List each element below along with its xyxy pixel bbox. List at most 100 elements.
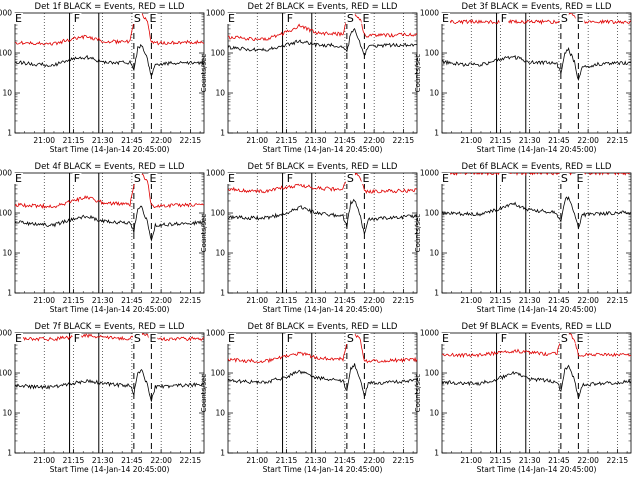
x-tick-label: 22:00 bbox=[363, 136, 385, 145]
panel-det-1f: Det 1f BLACK = Events, RED = LLD 1 10 100 10… bbox=[0, 2, 205, 154]
x-tick-label: 21:15 bbox=[490, 136, 512, 145]
y-tick-label: 1 bbox=[7, 289, 12, 298]
y-tick-label: 1 bbox=[434, 289, 439, 298]
y-tick-label: 100 bbox=[0, 209, 12, 218]
x-tick-label: 22:00 bbox=[577, 296, 599, 305]
x-tick-label: 21:30 bbox=[92, 296, 114, 305]
marker-e-bg bbox=[361, 333, 371, 344]
y-tick-label: 1 bbox=[220, 289, 225, 298]
marker-e-bg bbox=[441, 173, 450, 184]
plot-frame bbox=[441, 332, 632, 454]
x-axis-label: Start Time (14-Jan-14 20:45:00) bbox=[50, 145, 170, 154]
panel-det-7f: Det 7f BLACK = Events, RED = LLD 1 10 100 10… bbox=[0, 322, 205, 474]
x-axis-label: Start Time (14-Jan-14 20:45:00) bbox=[263, 305, 383, 314]
marker-e-bg bbox=[14, 173, 23, 184]
marker-f: F bbox=[287, 12, 293, 25]
plot-frame bbox=[14, 332, 205, 454]
marker-s: S bbox=[134, 172, 141, 185]
y-tick-label: 1000 bbox=[420, 329, 439, 338]
y-tick-label: 1 bbox=[434, 129, 439, 138]
marker-s: S bbox=[561, 332, 568, 345]
x-tick-label: 21:15 bbox=[63, 456, 85, 465]
x-tick-label: 21:00 bbox=[246, 296, 268, 305]
series-lld-line bbox=[442, 13, 631, 25]
panel-title: Det 7f BLACK = Events, RED = LLD bbox=[35, 322, 185, 332]
y-tick-label: 1 bbox=[7, 449, 12, 458]
y-tick-label: 1000 bbox=[206, 329, 225, 338]
y-tick-label: 100 bbox=[211, 209, 226, 218]
y-axis-label: Counts/sec bbox=[414, 374, 422, 413]
marker-e: E bbox=[576, 12, 583, 25]
x-tick-label: 21:15 bbox=[276, 456, 298, 465]
marker-s: S bbox=[134, 332, 141, 345]
series-lld-line bbox=[15, 333, 204, 342]
series-lld-line bbox=[442, 333, 631, 359]
x-axis-label: Start Time (14-Jan-14 20:45:00) bbox=[263, 145, 383, 154]
marker-f-bg bbox=[285, 333, 295, 344]
panel-title: Det 3f BLACK = Events, RED = LLD bbox=[462, 2, 612, 12]
marker-s-bg bbox=[345, 333, 355, 344]
marker-e-bg bbox=[575, 173, 585, 184]
marker-e-bg bbox=[14, 13, 23, 24]
series-events-line bbox=[228, 363, 417, 398]
x-tick-label: 21:15 bbox=[490, 296, 512, 305]
y-axis-label: Counts/sec bbox=[414, 54, 422, 93]
x-tick-label: 21:15 bbox=[63, 136, 85, 145]
marker-f: F bbox=[287, 332, 293, 345]
y-tick-label: 1000 bbox=[0, 9, 12, 18]
x-tick-label: 21:45 bbox=[121, 456, 143, 465]
y-tick-label: 1 bbox=[434, 449, 439, 458]
y-tick-label: 100 bbox=[425, 209, 440, 218]
y-axis-label: Counts/sec bbox=[200, 374, 208, 413]
y-tick-label: 10 bbox=[215, 89, 225, 98]
y-tick-label: 100 bbox=[0, 369, 12, 378]
marker-f-bg bbox=[72, 173, 82, 184]
y-tick-label: 100 bbox=[0, 49, 12, 58]
series-events-line bbox=[228, 198, 417, 235]
marker-e: E bbox=[576, 172, 583, 185]
y-axis-label: Counts/sec bbox=[200, 54, 208, 93]
marker-e-bg bbox=[227, 13, 236, 24]
marker-e: E bbox=[228, 172, 235, 185]
marker-e-bg bbox=[148, 333, 158, 344]
marker-s: S bbox=[347, 172, 354, 185]
marker-f: F bbox=[501, 12, 507, 25]
marker-f: F bbox=[501, 172, 507, 185]
x-tick-label: 22:15 bbox=[393, 456, 415, 465]
panel-title: Det 2f BLACK = Events, RED = LLD bbox=[248, 2, 398, 12]
x-tick-label: 21:30 bbox=[305, 296, 327, 305]
y-tick-label: 10 bbox=[429, 89, 439, 98]
panel-title: Det 8f BLACK = Events, RED = LLD bbox=[248, 322, 398, 332]
marker-e-bg bbox=[361, 13, 371, 24]
y-tick-label: 10 bbox=[429, 249, 439, 258]
marker-e-bg bbox=[148, 173, 158, 184]
x-tick-label: 22:00 bbox=[577, 456, 599, 465]
x-axis-label: Start Time (14-Jan-14 20:45:00) bbox=[50, 305, 170, 314]
x-tick-label: 22:00 bbox=[150, 136, 172, 145]
series-events-line bbox=[15, 43, 204, 77]
x-tick-label: 21:30 bbox=[519, 296, 541, 305]
marker-f-bg bbox=[72, 13, 82, 24]
x-tick-label: 22:15 bbox=[607, 136, 629, 145]
plot-frame bbox=[227, 332, 418, 454]
x-tick-label: 22:15 bbox=[607, 296, 629, 305]
series-events-line bbox=[15, 368, 204, 402]
marker-e: E bbox=[362, 12, 369, 25]
marker-s-bg bbox=[345, 173, 355, 184]
marker-e: E bbox=[15, 12, 22, 25]
x-tick-label: 21:15 bbox=[276, 296, 298, 305]
marker-e: E bbox=[149, 332, 156, 345]
plot-frame bbox=[227, 12, 418, 134]
x-axis-label: Start Time (14-Jan-14 20:45:00) bbox=[50, 465, 170, 474]
plot-frame bbox=[14, 12, 205, 134]
marker-f: F bbox=[287, 172, 293, 185]
x-tick-label: 22:00 bbox=[150, 456, 172, 465]
panel-det-9f: Det 9f BLACK = Events, RED = LLD 1 10 100 10… bbox=[414, 322, 632, 474]
x-tick-label: 21:00 bbox=[33, 296, 55, 305]
x-tick-label: 22:15 bbox=[180, 136, 202, 145]
marker-f: F bbox=[74, 332, 80, 345]
marker-e: E bbox=[362, 172, 369, 185]
x-tick-label: 22:00 bbox=[577, 136, 599, 145]
marker-s: S bbox=[347, 332, 354, 345]
y-axis-label: Counts/sec bbox=[200, 214, 208, 253]
